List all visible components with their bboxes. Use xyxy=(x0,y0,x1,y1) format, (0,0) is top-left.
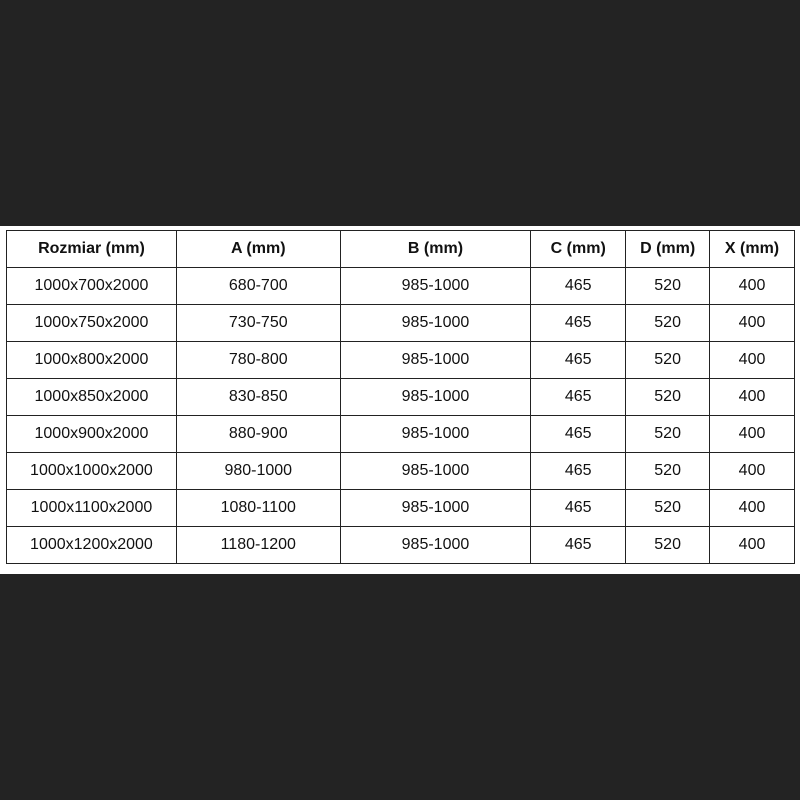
table-cell: 520 xyxy=(625,304,711,342)
column-header: C (mm) xyxy=(530,230,627,268)
table-cell: 400 xyxy=(709,526,795,564)
dimensions-table: Rozmiar (mm) A (mm) B (mm) C (mm) D (mm) X (m… xyxy=(6,230,795,564)
table-row: 1000x900x2000 880-900 985-1000 465 520 400 xyxy=(6,415,795,453)
table-cell: 985-1000 xyxy=(339,526,532,564)
table-cell: 400 xyxy=(709,341,795,379)
table-cell: 400 xyxy=(709,415,795,453)
table-cell: 985-1000 xyxy=(339,267,532,305)
table-cell: 520 xyxy=(625,526,711,564)
table-cell: 985-1000 xyxy=(339,341,532,379)
table-cell: 520 xyxy=(625,378,711,416)
table-cell: 1000x1100x2000 xyxy=(6,489,177,527)
table-cell: 985-1000 xyxy=(339,378,532,416)
table-cell: 465 xyxy=(530,378,627,416)
table-cell: 465 xyxy=(530,341,627,379)
table-cell: 730-750 xyxy=(175,304,341,342)
table-cell: 1000x700x2000 xyxy=(6,267,177,305)
table-cell: 985-1000 xyxy=(339,489,532,527)
table-cell: 1000x750x2000 xyxy=(6,304,177,342)
table-cell: 520 xyxy=(625,452,711,490)
table-row: 1000x1000x2000 980-1000 985-1000 465 520 400 xyxy=(6,452,795,490)
table-cell: 1000x800x2000 xyxy=(6,341,177,379)
table-cell: 1180-1200 xyxy=(175,526,341,564)
table-cell: 400 xyxy=(709,304,795,342)
table-cell: 1000x850x2000 xyxy=(6,378,177,416)
table-cell: 985-1000 xyxy=(339,415,532,453)
table-cell: 520 xyxy=(625,341,711,379)
table-cell: 400 xyxy=(709,378,795,416)
column-header: D (mm) xyxy=(625,230,711,268)
table-cell: 980-1000 xyxy=(175,452,341,490)
table-cell: 830-850 xyxy=(175,378,341,416)
table-cell: 465 xyxy=(530,526,627,564)
table-cell: 1000x1000x2000 xyxy=(6,452,177,490)
table-cell: 880-900 xyxy=(175,415,341,453)
table-cell: 1000x1200x2000 xyxy=(6,526,177,564)
table-row: 1000x750x2000 730-750 985-1000 465 520 400 xyxy=(6,304,795,342)
table-cell: 985-1000 xyxy=(339,452,532,490)
table-cell: 400 xyxy=(709,489,795,527)
column-header: A (mm) xyxy=(175,230,341,268)
table-row: 1000x1100x2000 1080-1100 985-1000 465 520 400 xyxy=(6,489,795,527)
table-cell: 1000x900x2000 xyxy=(6,415,177,453)
table-cell: 465 xyxy=(530,415,627,453)
table-cell: 520 xyxy=(625,267,711,305)
table-cell: 400 xyxy=(709,452,795,490)
table-row: 1000x800x2000 780-800 985-1000 465 520 400 xyxy=(6,341,795,379)
table-row: 1000x700x2000 680-700 985-1000 465 520 400 xyxy=(6,267,795,305)
table-cell: 520 xyxy=(625,489,711,527)
table-cell: 465 xyxy=(530,452,627,490)
table-cell: 465 xyxy=(530,489,627,527)
table-cell: 680-700 xyxy=(175,267,341,305)
column-header: B (mm) xyxy=(339,230,532,268)
table-row: 1000x850x2000 830-850 985-1000 465 520 400 xyxy=(6,378,795,416)
table-cell: 1080-1100 xyxy=(175,489,341,527)
table-cell: 520 xyxy=(625,415,711,453)
column-header: X (mm) xyxy=(709,230,795,268)
table-cell: 985-1000 xyxy=(339,304,532,342)
header-row: Rozmiar (mm) A (mm) B (mm) C (mm) D (mm) X (m… xyxy=(6,230,795,268)
table-row: 1000x1200x2000 1180-1200 985-1000 465 520 400 xyxy=(6,526,795,564)
table-cell: 400 xyxy=(709,267,795,305)
table-cell: 465 xyxy=(530,267,627,305)
column-header: Rozmiar (mm) xyxy=(6,230,177,268)
table-cell: 780-800 xyxy=(175,341,341,379)
table-cell: 465 xyxy=(530,304,627,342)
